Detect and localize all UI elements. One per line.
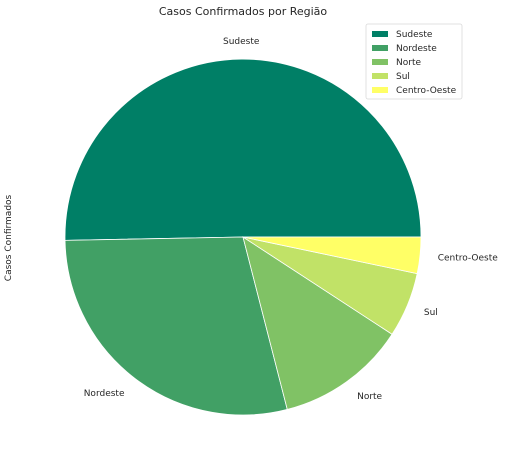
y-axis-label: Casos Confirmados [4,194,14,281]
legend-swatch-nordeste [372,45,388,51]
legend-swatch-centro-oeste [372,87,388,93]
legend-swatch-sudeste [372,31,388,37]
pie-slice-labels: Sudeste Nordeste Norte Sul Centro-Oeste [84,37,499,402]
legend-label-norte: Norte [396,58,421,68]
pie-slice-nordeste [64,236,288,416]
pie-slice-norte [242,236,393,410]
pie-label-sudeste: Sudeste [223,37,260,47]
pie-label-norte: Norte [357,392,382,402]
pie-slice-centro-oeste [242,236,422,275]
legend-swatch-norte [372,59,388,65]
legend-label-nordeste: Nordeste [396,44,437,54]
legend-label-sul: Sul [396,72,410,82]
pie-label-centro-oeste: Centro-Oeste [438,253,499,263]
legend: Sudeste Nordeste Norte Sul Centro-Oeste [365,23,463,100]
pie-label-nordeste: Nordeste [84,389,125,399]
pie-label-sul: Sul [424,308,438,318]
chart-title: Casos Confirmados por Região [159,5,328,18]
legend-frame [365,23,463,100]
legend-swatch-sul [372,73,388,79]
legend-label-centro-oeste: Centro-Oeste [396,86,457,96]
legend-label-sudeste: Sudeste [396,30,433,40]
pie-slices [64,58,422,416]
pie-slice-sudeste [64,58,422,241]
